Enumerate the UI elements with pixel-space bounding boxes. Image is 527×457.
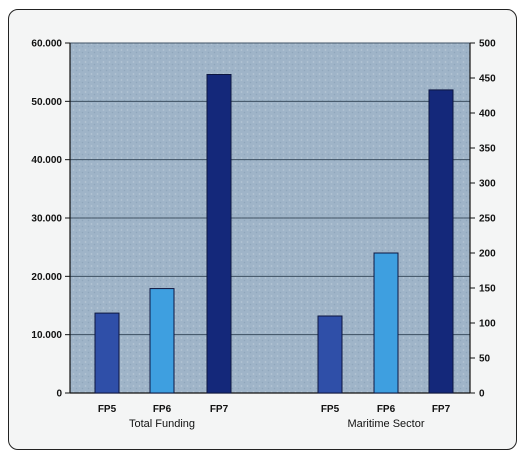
left-tick-label: 50.000 — [31, 97, 62, 108]
right-tick-label: 500 — [479, 39, 496, 50]
left-tick-label: 30.000 — [31, 214, 62, 225]
left-tick-label: 40.000 — [31, 155, 62, 166]
right-tick-label: 100 — [479, 319, 496, 330]
bar — [428, 89, 454, 394]
left-tick-label: 20.000 — [31, 272, 62, 283]
category-label: FP5 — [98, 404, 117, 415]
right-tick-label: 150 — [479, 284, 496, 295]
category-label: FP7 — [210, 404, 229, 415]
bar — [317, 315, 343, 394]
category-label: FP7 — [432, 404, 451, 415]
right-tick-label: 0 — [479, 389, 485, 400]
right-tick-label: 50 — [479, 354, 491, 365]
right-tick-label: 300 — [479, 179, 496, 190]
bar — [373, 252, 399, 394]
bar — [206, 74, 232, 394]
right-tick-label: 450 — [479, 74, 496, 85]
bar — [149, 288, 175, 394]
right-tick-label: 250 — [479, 214, 496, 225]
left-tick-label: 60.000 — [31, 39, 62, 50]
group-label: Maritime Sector — [347, 418, 424, 430]
right-tick-label: 350 — [479, 144, 496, 155]
group-label: Total Funding — [129, 418, 195, 430]
category-label: FP5 — [321, 404, 340, 415]
bar — [94, 312, 120, 394]
left-tick-label: 0 — [56, 389, 62, 400]
category-label: FP6 — [153, 404, 172, 415]
right-tick-label: 400 — [479, 109, 496, 120]
category-label: FP6 — [377, 404, 396, 415]
right-tick-label: 200 — [479, 249, 496, 260]
left-tick-label: 10.000 — [31, 330, 62, 341]
